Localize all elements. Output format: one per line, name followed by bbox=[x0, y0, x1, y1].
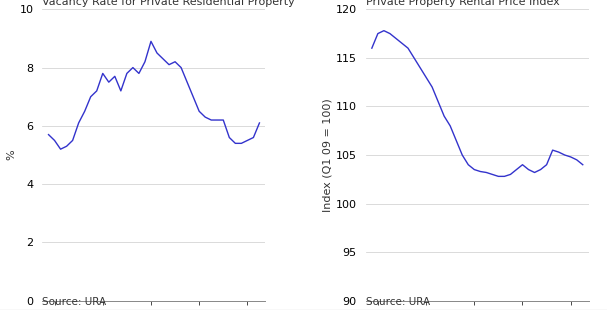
Text: Private Property Rental Price Index: Private Property Rental Price Index bbox=[366, 0, 560, 7]
Y-axis label: Index (Q1 09 = 100): Index (Q1 09 = 100) bbox=[323, 98, 333, 212]
Text: Source: URA: Source: URA bbox=[42, 297, 107, 307]
Text: Source: URA: Source: URA bbox=[366, 297, 430, 307]
Y-axis label: %: % bbox=[7, 150, 16, 160]
Text: Vacancy Rate for Private Residential Property: Vacancy Rate for Private Residential Pro… bbox=[42, 0, 295, 7]
